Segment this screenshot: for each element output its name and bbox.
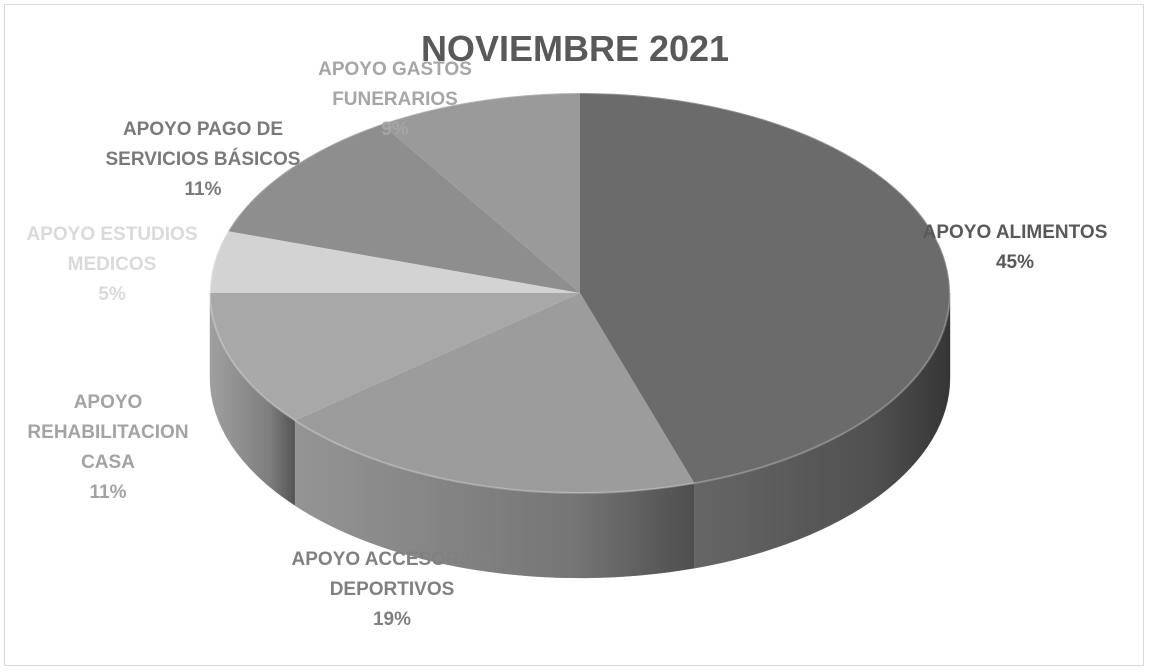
data-label: APOYO ESTUDIOS MEDICOS 5% <box>7 220 217 310</box>
pie-rim <box>209 92 951 494</box>
slice <box>210 293 580 421</box>
category-label: APOYO REHABILITACION CASA <box>27 392 189 473</box>
slice <box>294 293 695 493</box>
data-label: APOYO ACCESORIOS DEPORTIVOS 19% <box>287 545 497 635</box>
value-label: 5% <box>98 284 126 305</box>
category-label: APOYO ESTUDIOS MEDICOS <box>26 224 198 275</box>
chart-title: NOVIEMBRE 2021 <box>420 28 730 69</box>
slice <box>228 124 581 293</box>
value-label: 45% <box>995 252 1035 273</box>
value-label: 11% <box>89 482 127 503</box>
slice-side-shade <box>294 420 695 579</box>
category-label: APOYO ALIMENTOS <box>922 222 1108 243</box>
data-label: APOYO ALIMENTOS 45% <box>910 218 1120 278</box>
value-label: 19% <box>372 609 412 630</box>
category-label: APOYO ACCESORIOS DEPORTIVOS <box>291 549 493 600</box>
value-label: 11% <box>184 179 222 200</box>
slice-side-shade <box>694 293 950 569</box>
data-label: APOYO PAGO DE SERVICIOS BÁSICOS 11% <box>98 115 308 205</box>
slice <box>580 93 950 484</box>
data-label: APOYO REHABILITACION CASA 11% <box>3 388 213 508</box>
data-label: APOYO GASTOS FUNERARIOS 9% <box>290 55 500 145</box>
slice <box>381 93 580 293</box>
category-label: APOYO GASTOS FUNERARIOS <box>318 59 472 110</box>
category-label: APOYO PAGO DE SERVICIOS BÁSICOS <box>105 119 301 170</box>
slice-side-shade <box>210 293 295 506</box>
slice <box>210 231 580 293</box>
value-label: 9% <box>381 119 409 140</box>
chart-frame <box>4 4 1144 666</box>
